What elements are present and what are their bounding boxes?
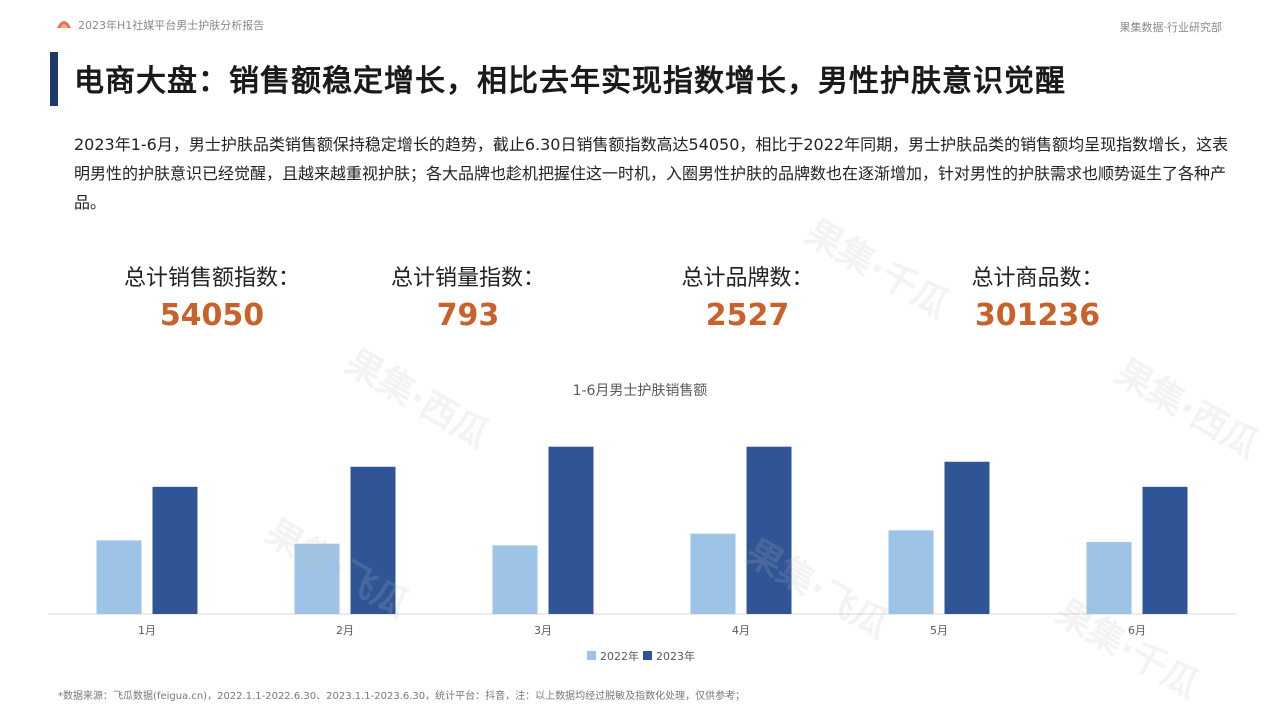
x-tick-label: 4月 — [732, 624, 750, 637]
page-header: 2023年H1社媒平台男士护肤分析报告 果集数据·行业研究部 — [0, 0, 1280, 40]
bar-2023年-6月 — [1142, 486, 1188, 614]
stat-label: 总计销售额指数： — [123, 266, 300, 291]
watermark: 果集·千瓜 — [798, 211, 956, 327]
stat-sales-index: 总计销售额指数： 54050 — [122, 260, 302, 333]
bar-2022年-4月 — [690, 533, 736, 614]
bar-2022年-1月 — [96, 540, 142, 614]
x-tick-label: 6月 — [1128, 624, 1146, 637]
stat-brand-count: 总计品牌数： 2527 — [680, 260, 815, 333]
stat-value: 54050 — [159, 298, 265, 333]
chart-svg: 1-6月男士护肤销售额 1月 2月 3月 4月 5月 6月 2022年 2023年 — [48, 383, 1236, 663]
bar-2022年-3月 — [492, 545, 538, 614]
org-name: 果集数据·行业研究部 — [1119, 21, 1223, 34]
intro-paragraph: 2023年1-6月，男士护肤品类销售额保持稳定增长的趋势，截止6.30日销售额指… — [74, 135, 1229, 212]
brand-logo-icon — [57, 21, 71, 28]
bar-2023年-5月 — [944, 461, 990, 614]
chart-title: 1-6月男士护肤销售额 — [573, 383, 708, 399]
stat-value: 2527 — [705, 298, 790, 333]
page-title: 电商大盘：销售额稳定增长，相比去年实现指数增长，男性护肤意识觉醒 — [74, 64, 1066, 99]
stat-value: 793 — [436, 298, 500, 333]
bar-2023年-4月 — [746, 446, 792, 614]
x-tick-label: 1月 — [138, 624, 156, 637]
legend-label: 2022年 — [600, 649, 639, 663]
bar-2023年-2月 — [350, 466, 396, 614]
stat-product-count: 总计商品数： 301236 — [970, 260, 1105, 333]
stat-label: 总计销量指数： — [390, 266, 545, 291]
bar-2023年-1月 — [152, 486, 198, 614]
bar-2022年-5月 — [888, 530, 934, 614]
title-accent-bar — [50, 52, 58, 106]
sales-chart: 1-6月男士护肤销售额 1月 2月 3月 4月 5月 6月 2022年 2023年 — [0, 370, 1280, 680]
legend-label: 2023年 — [656, 649, 695, 663]
report-name: 2023年H1社媒平台男士护肤分析报告 — [78, 19, 265, 32]
stat-label: 总计品牌数： — [681, 266, 814, 291]
bar-2022年-6月 — [1086, 542, 1132, 614]
x-tick-label: 5月 — [930, 624, 948, 637]
x-tick-label: 2月 — [336, 624, 354, 637]
stat-value: 301236 — [974, 298, 1101, 333]
bar-2023年-3月 — [548, 446, 594, 614]
stat-volume-index: 总计销量指数： 793 — [388, 260, 548, 333]
x-tick-label: 3月 — [534, 624, 552, 637]
legend-swatch — [587, 651, 596, 660]
stat-label: 总计商品数： — [971, 266, 1104, 291]
footnote: *数据来源：飞瓜数据(feigua.cn)，2022.1.1-2022.6.30… — [58, 691, 746, 702]
legend-swatch — [643, 651, 652, 660]
bar-2022年-2月 — [294, 543, 340, 614]
